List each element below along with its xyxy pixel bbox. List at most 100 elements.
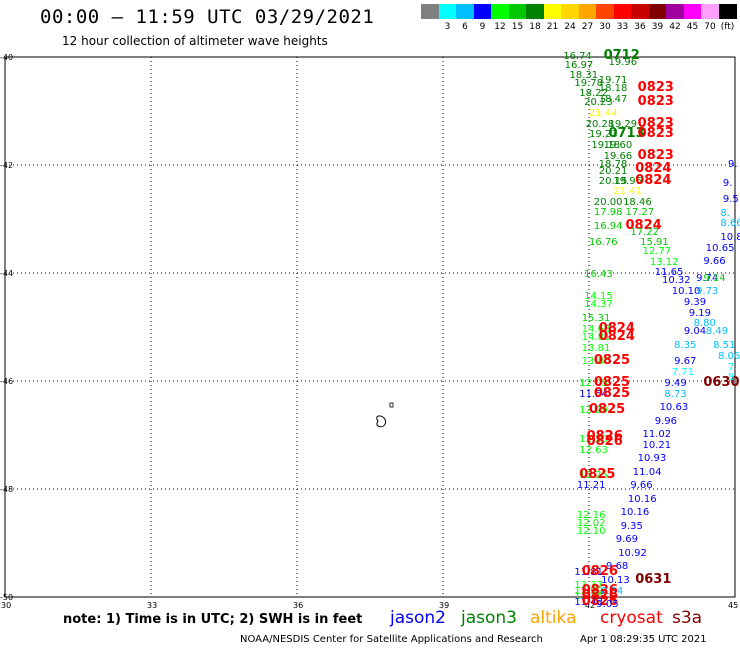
scale-label: 70: [704, 22, 716, 32]
observation-time-label: 0823: [637, 126, 674, 142]
wave-height-label: 8.06: [717, 350, 740, 362]
wave-height-label: 9.69: [615, 534, 639, 546]
scale-swatch: [613, 4, 632, 19]
wave-height-label: 11.43: [574, 597, 604, 609]
wave-height-label: 19.96: [608, 57, 638, 69]
credit-line: NOAA/NESDIS Center for Satellite Applica…: [240, 634, 543, 645]
scale-swatch: [578, 4, 597, 19]
wave-height-label: 20.00: [593, 196, 623, 208]
observation-time-label: 0712: [603, 48, 640, 63]
wave-height-label: 12.77: [642, 246, 672, 258]
scale-swatch: [526, 4, 544, 19]
wave-height-label: 12.02: [576, 518, 606, 530]
wave-height-label: 8.35: [674, 339, 697, 351]
wave-height-label: 9.66: [703, 256, 726, 268]
wave-height-label: 8.73: [664, 388, 687, 400]
wave-height-label: 19.78: [574, 78, 604, 89]
scale-label: 36: [634, 22, 646, 32]
scale-swatch: [718, 4, 737, 19]
observation-time-label: 0824: [635, 161, 672, 177]
wave-height-label: 16.74: [563, 51, 592, 62]
footnote: note: 1) Time is in UTC; 2) SWH is in fe…: [63, 612, 363, 627]
lat-tick-label: -42: [0, 161, 13, 170]
wave-height-label: 16.94: [593, 221, 623, 233]
scale-swatch: [631, 4, 649, 19]
wave-height-label: 16.76: [589, 237, 618, 249]
wave-height-label: 15.31: [581, 312, 611, 324]
observation-time-label: 0826: [586, 428, 623, 444]
wave-height-label: 10.10: [671, 285, 701, 297]
scale-swatch: [648, 4, 667, 19]
wave-height-label: 9.19: [688, 307, 712, 319]
scale-label: 33: [616, 22, 629, 32]
wave-height-label: 10.65: [705, 242, 735, 254]
wave-height-label: 17.98: [593, 206, 623, 218]
wave-height-label: 12.26: [574, 591, 604, 602]
wave-height-label: 11.04: [632, 466, 662, 478]
wave-height-label: 18.18: [598, 83, 628, 95]
scale-swatch: [596, 4, 614, 19]
wave-height-label: 9.14: [703, 273, 726, 285]
scale-label: 9: [479, 22, 486, 32]
lon-tick-label: 36: [293, 601, 303, 610]
wave-height-label: 10.86: [720, 231, 740, 243]
wave-height-label: 10.93: [637, 453, 667, 465]
wave-height-label: 12.10: [576, 526, 606, 538]
lat-tick-label: -50: [0, 593, 13, 602]
page-title: 00:00 – 11:59 UTC 03/29/2021: [40, 6, 375, 28]
wave-height-label: 11.81: [574, 566, 604, 578]
wave-height-label: 12.29: [579, 404, 608, 416]
scale-swatch: [438, 4, 457, 19]
wave-height-label: 19.96: [613, 176, 642, 188]
wave-height-label: 9.67: [674, 356, 697, 368]
scale-label: (ft): [720, 22, 735, 32]
scale-label: 27: [581, 22, 594, 32]
scale-label: 6: [462, 22, 468, 32]
generated-timestamp: Apr 1 08:29:35 UTC 2021: [580, 634, 707, 645]
observation-time-label: 0824: [598, 328, 635, 344]
wave-height-label: 13.12: [649, 257, 679, 269]
wave-height-label: 12.05: [579, 377, 608, 389]
wave-height-label: 14.15: [584, 291, 613, 303]
scale-label: 30: [599, 22, 611, 32]
lon-tick-label: 42: [585, 601, 595, 610]
wave-height-label: 19.66: [603, 150, 633, 162]
wave-height-label: 10.21: [642, 439, 672, 451]
wave-height-label: 20.15: [598, 176, 628, 188]
wave-height-label: 19.29: [608, 118, 638, 130]
lat-tick-label: -40: [0, 53, 13, 62]
scale-swatch: [561, 4, 579, 19]
scale-swatch: [508, 4, 527, 19]
scale-swatch: [421, 4, 439, 19]
wave-height-label: 8.66: [720, 218, 740, 230]
scale-swatch: [491, 4, 509, 19]
satellite-legend-jason2: jason2: [390, 608, 446, 628]
observation-time-label: 0823: [637, 93, 674, 109]
wave-height-label: 10.13: [601, 574, 630, 586]
wave-height-label: 9.49: [664, 377, 687, 389]
scale-swatch: [456, 4, 474, 19]
wave-height-label: 8.: [720, 207, 730, 219]
observation-time-label: 0826: [581, 594, 618, 610]
wave-height-label: 9.05: [596, 599, 619, 611]
observation-time-label: 0825: [593, 374, 631, 390]
observation-time-label: 0823: [637, 80, 674, 96]
satellite-legend-s3a: s3a: [672, 608, 703, 628]
wave-height-label: 14.37: [584, 299, 613, 311]
lon-tick-label: 33: [147, 601, 157, 610]
wave-height-label: 11.02: [642, 429, 672, 440]
wave-height-label: 9.66: [630, 480, 653, 492]
satellite-legend-jason3: jason3: [461, 608, 517, 628]
wave-height-label: 18.47: [598, 94, 628, 106]
observation-time-label: 0713: [608, 126, 645, 142]
scale-swatch: [543, 4, 562, 19]
wave-height-label: 13.37: [574, 580, 604, 592]
lon-tick-label: 45: [728, 601, 738, 610]
wave-height-label: 9.: [728, 159, 738, 170]
wave-height-label: 7.: [727, 361, 738, 373]
observation-time-label: 0824: [625, 218, 662, 234]
wave-height-label: 10.32: [662, 275, 691, 287]
wave-height-label: 16.97: [564, 60, 594, 72]
scale-swatch: [473, 4, 492, 19]
wave-height-label: 9.: [722, 177, 733, 189]
